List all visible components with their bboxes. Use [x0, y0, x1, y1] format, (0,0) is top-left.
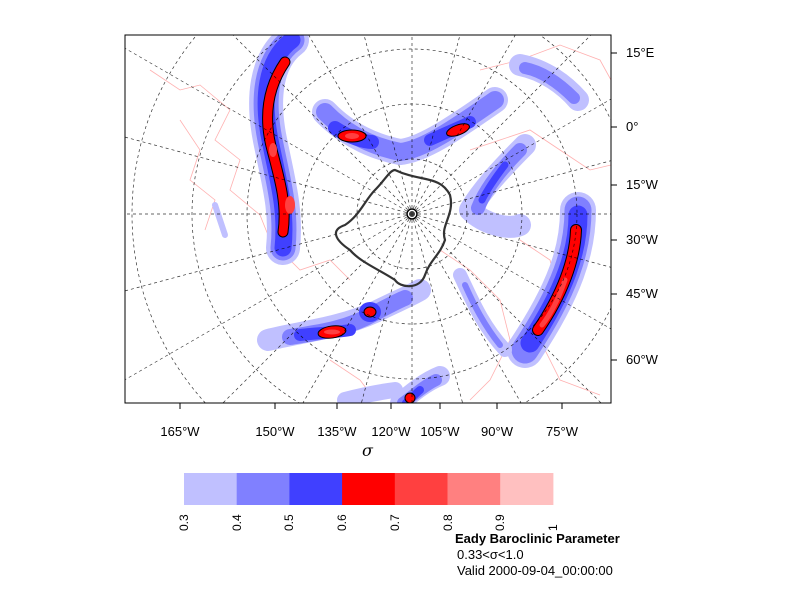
colorbar-tick-label: 0.6 — [335, 514, 350, 531]
lon-label: 105°W — [420, 424, 460, 439]
meridian-line — [125, 136, 413, 215]
lon-label: 150°W — [255, 424, 295, 439]
lat-label: 60°W — [626, 352, 658, 367]
colorbar-tick-label: 0.7 — [387, 514, 402, 531]
lat-label: 15°W — [626, 177, 658, 192]
colorbar-swatch — [289, 473, 343, 505]
meridian-line — [411, 213, 522, 403]
valid-time: Valid 2000-09-04_00:00:00 — [457, 563, 613, 578]
colorbar-tick-label: 0.8 — [440, 514, 455, 531]
colorbar-swatch — [342, 473, 396, 505]
layer-label: 0.33<σ<1.0 — [457, 547, 524, 562]
axis-ticks — [179, 52, 617, 409]
colorbar-swatch — [236, 473, 290, 505]
colorbar-tick-label: 0.3 — [177, 514, 191, 531]
meridian-line — [411, 213, 611, 330]
lon-label: 90°W — [481, 424, 513, 439]
meridian-line — [411, 213, 611, 268]
lon-label: 75°W — [546, 424, 578, 439]
colorbar-tick-label: 1 — [545, 524, 560, 531]
meridian-line — [232, 35, 413, 215]
meridian-line — [363, 35, 413, 215]
jet-top — [312, 87, 508, 165]
plot-title: Eady Baroclinic Parameter — [455, 531, 620, 546]
meridian-line — [308, 35, 413, 215]
meridian-line — [125, 213, 413, 381]
eady-contours — [212, 35, 596, 403]
lon-label: 135°W — [317, 424, 357, 439]
jet-bottomleft — [257, 279, 431, 351]
colorbar-swatch — [500, 473, 554, 505]
latitude-circle — [191, 35, 611, 403]
graticule — [125, 35, 611, 403]
meridian-line — [361, 213, 413, 403]
colorbar-swatch — [394, 473, 448, 505]
meridian-line — [125, 47, 413, 215]
colorbar-tick-label: 0.4 — [229, 514, 244, 531]
colorbar — [184, 473, 554, 505]
meridian-line — [411, 160, 611, 215]
meridian-line — [302, 213, 413, 403]
map-frame — [124, 34, 612, 404]
colorbar-tick-label: 0.5 — [282, 514, 297, 531]
x-axis-label: σ — [362, 441, 373, 460]
jet-right — [507, 192, 596, 368]
lon-label: 120°W — [371, 424, 411, 439]
lon-label: 165°W — [160, 424, 200, 439]
meridian-line — [222, 213, 413, 403]
meridian-line — [411, 213, 463, 403]
lat-label: 45°W — [626, 286, 658, 301]
lat-label: 30°W — [626, 232, 658, 247]
meridian-line — [125, 213, 413, 292]
colorbar-tick-label: 0.9 — [493, 514, 508, 531]
meridian-line — [411, 35, 461, 215]
arctic-coastline — [334, 168, 453, 288]
jet-left — [249, 35, 309, 265]
jet-bottom — [337, 382, 403, 403]
colorbar-swatch — [184, 473, 238, 505]
lat-label: 0° — [626, 119, 639, 134]
pole-marker — [406, 208, 418, 220]
meridian-line — [411, 98, 611, 215]
lat-label: 15°E — [626, 45, 655, 60]
meridian-line — [411, 35, 516, 215]
colorbar-swatch — [447, 473, 501, 505]
